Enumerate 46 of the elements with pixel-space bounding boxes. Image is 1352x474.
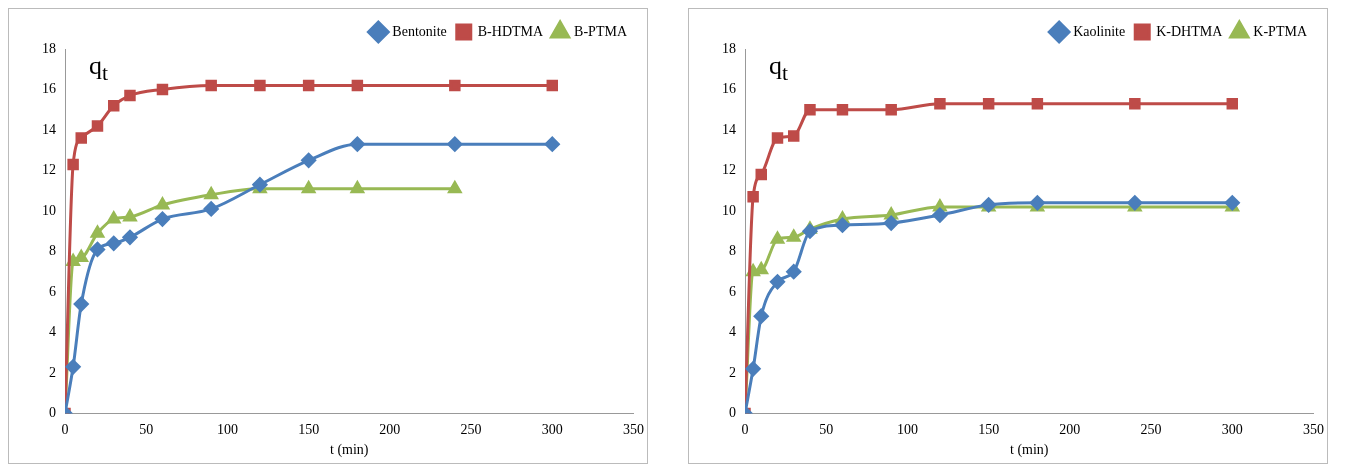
y-tick-label: 16 xyxy=(722,81,736,97)
x-axis-title: t (min) xyxy=(1010,442,1049,459)
x-tick-label: 200 xyxy=(379,422,401,438)
x-tick-label: 0 xyxy=(61,422,69,438)
x-tick-label: 250 xyxy=(1140,422,1162,438)
legend-label: B-HDTMA xyxy=(477,23,544,39)
x-tick-label: 300 xyxy=(1221,422,1243,438)
x-tick-label: 50 xyxy=(819,422,834,438)
y-tick-label: 18 xyxy=(42,40,56,56)
y-tick-label: 6 xyxy=(49,283,56,299)
y-tick-label: 10 xyxy=(722,202,736,218)
legend-label: Kaolinite xyxy=(1073,23,1126,39)
y-tick-label: 2 xyxy=(729,364,736,380)
y-tick-label: 4 xyxy=(729,324,736,340)
y-tick-label: 0 xyxy=(49,405,56,421)
y-tick-label: 6 xyxy=(729,283,736,299)
y-tick-label: 18 xyxy=(722,40,736,56)
y-tick-label: 16 xyxy=(42,81,56,97)
y-tick-label: 8 xyxy=(729,243,736,259)
y-tick-label: 12 xyxy=(42,162,56,178)
x-tick-label: 350 xyxy=(1303,422,1324,438)
x-tick-label: 150 xyxy=(298,422,320,438)
x-tick-label: 0 xyxy=(741,422,749,438)
x-tick-label: 350 xyxy=(623,422,644,438)
y-tick-label: 14 xyxy=(722,121,736,137)
y-tick-label: 12 xyxy=(722,162,736,178)
y-tick-label: 0 xyxy=(729,405,736,421)
y-tick-label: 8 xyxy=(49,243,56,259)
legend-label: Bentonite xyxy=(392,23,447,39)
y-tick-label: 4 xyxy=(49,324,56,340)
y-tick-label: 10 xyxy=(42,202,56,218)
legend-label: K-DHTMA xyxy=(1156,23,1224,39)
x-tick-label: 100 xyxy=(896,422,918,438)
x-tick-label: 150 xyxy=(978,422,1000,438)
legend-label: B-PTMA xyxy=(574,23,628,39)
y-tick-label: 14 xyxy=(42,121,56,137)
x-tick-label: 200 xyxy=(1059,422,1081,438)
legend-label: K-PTMA xyxy=(1253,23,1308,39)
x-tick-label: 100 xyxy=(216,422,238,438)
y-tick-label: 2 xyxy=(49,364,56,380)
x-tick-label: 300 xyxy=(541,422,563,438)
x-axis-title: t (min) xyxy=(330,442,369,459)
y-axis-title: q$_{t}$ xyxy=(89,51,109,87)
y-axis-title: q$_{t}$ xyxy=(769,51,789,87)
x-tick-label: 250 xyxy=(460,422,482,438)
x-tick-label: 50 xyxy=(139,422,154,438)
